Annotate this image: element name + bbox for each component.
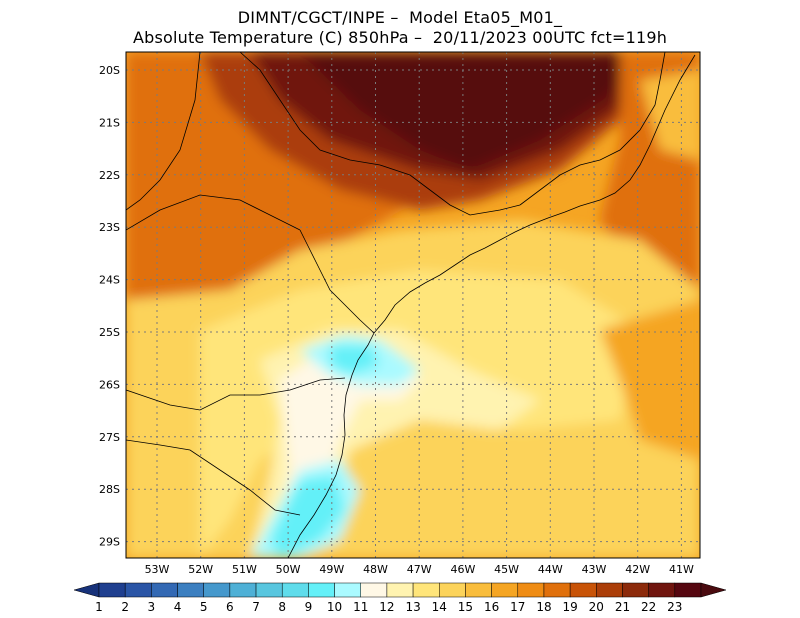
colorbar-label: 22 (641, 600, 656, 614)
field-cyan-south-core (270, 475, 345, 558)
latitude-labels: 20S 21S 22S 23S 24S 25S 26S 27S 28S 29S (99, 64, 120, 549)
lat-label: 23S (99, 221, 120, 234)
colorbar-low-arrow (73, 582, 100, 598)
colorbar (73, 582, 727, 598)
colorbar-label: 5 (200, 600, 208, 614)
lon-label: 47W (407, 563, 432, 576)
state-border-mg-rj-es (519, 52, 666, 206)
lon-label: 46W (450, 563, 475, 576)
lon-label: 45W (494, 563, 519, 576)
colorbar-label: 19 (562, 600, 577, 614)
colorbar-swatch (308, 582, 335, 598)
colorbar-swatch (360, 582, 388, 598)
coastline-south (287, 332, 375, 558)
colorbar-swatch (203, 582, 231, 598)
map-outlines (126, 52, 696, 558)
colorbar-swatch (229, 582, 257, 598)
colorbar-swatch (465, 582, 492, 598)
lat-label: 29S (99, 536, 120, 549)
colorbar-swatch (648, 582, 676, 598)
colorbar-label: 12 (379, 600, 394, 614)
colorbar-swatch (412, 582, 440, 598)
lon-label: 52W (188, 563, 213, 576)
state-border-sp-ms (126, 194, 301, 231)
lon-label: 50W (276, 563, 301, 576)
colorbar-label: 13 (405, 600, 420, 614)
field-cyan-core (330, 345, 380, 375)
graticule (126, 52, 700, 558)
colorbar-swatch (151, 582, 178, 598)
map-frame (125, 51, 701, 559)
lon-label: 43W (582, 563, 607, 576)
lon-label: 49W (319, 563, 344, 576)
colorbar-swatch (596, 582, 623, 598)
temperature-field (126, 52, 700, 558)
colorbar-labels: 1 2 3 4 5 6 7 8 9 10 11 12 13 14 15 16 17 18 19 20 21 22 23 (95, 600, 682, 614)
colorbar-swatch (543, 582, 571, 598)
colorbar-label: 4 (174, 600, 182, 614)
colorbar-swatch (674, 582, 702, 598)
map-title-line-1: DIMNT/CGCT/INPE – Model Eta05_M01_ (237, 8, 563, 27)
colorbar-swatch (569, 582, 597, 598)
field-east-lower (600, 300, 700, 460)
colorbar-label: 17 (510, 600, 525, 614)
colorbar-swatch (334, 582, 361, 598)
lon-label: 51W (232, 563, 257, 576)
colorbar-swatch (98, 582, 126, 598)
colorbar-label: 9 (305, 600, 313, 614)
colorbar-label: 7 (252, 600, 260, 614)
map-title-line-2: Absolute Temperature (C) 850hPa – 20/11/… (132, 28, 668, 47)
lat-label: 21S (99, 116, 120, 129)
lat-label: 27S (99, 431, 120, 444)
colorbar-swatch (439, 582, 466, 598)
state-border-sc-rs (126, 439, 301, 516)
colorbar-label: 2 (121, 600, 129, 614)
state-border-sp-mg (239, 52, 521, 216)
colorbar-swatch (386, 582, 414, 598)
colorbar-label: 10 (327, 600, 342, 614)
lon-label: 41W (669, 563, 694, 576)
colorbar-label: 20 (589, 600, 604, 614)
lon-label: 44W (538, 563, 563, 576)
colorbar-label: 21 (615, 600, 630, 614)
colorbar-swatch (517, 582, 545, 598)
colorbar-label: 14 (432, 600, 447, 614)
lat-label: 25S (99, 326, 120, 339)
colorbar-label: 6 (226, 600, 234, 614)
coastline-north (373, 54, 696, 334)
colorbar-label: 23 (667, 600, 682, 614)
lat-label: 22S (99, 169, 120, 182)
colorbar-label: 1 (95, 600, 103, 614)
lat-label: 26S (99, 378, 120, 391)
colorbar-swatch (124, 582, 152, 598)
lat-label: 28S (99, 483, 120, 496)
field-east-light (640, 70, 700, 160)
colorbar-label: 8 (278, 600, 286, 614)
state-border-sp-pr (299, 229, 375, 334)
field-north-hottest (300, 52, 640, 170)
state-border-parana-sc (126, 377, 346, 411)
lon-label: 48W (363, 563, 388, 576)
colorbar-swatch (281, 582, 309, 598)
colorbar-swatch (255, 582, 283, 598)
colorbar-swatch (622, 582, 649, 598)
state-border-ms-go (126, 52, 201, 211)
colorbar-high-arrow (700, 582, 727, 598)
longitude-labels: 53W 52W 51W 50W 49W 48W 47W 46W 45W 44W 43W 42W 41W (145, 563, 694, 576)
colorbar-label: 15 (458, 600, 473, 614)
lat-label: 20S (99, 64, 120, 77)
lat-label: 24S (99, 274, 120, 287)
lon-label: 53W (145, 563, 170, 576)
colorbar-label: 3 (148, 600, 156, 614)
lon-label: 42W (625, 563, 650, 576)
colorbar-label: 16 (484, 600, 499, 614)
colorbar-label: 18 (536, 600, 551, 614)
colorbar-swatch (491, 582, 519, 598)
colorbar-swatch (177, 582, 204, 598)
colorbar-label: 11 (353, 600, 368, 614)
